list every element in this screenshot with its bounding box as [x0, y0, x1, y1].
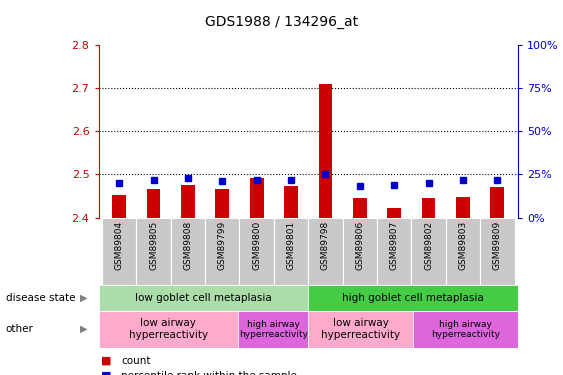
Bar: [102, 217, 136, 285]
Text: ▶: ▶: [80, 293, 87, 303]
Bar: [171, 217, 205, 285]
Text: GDS1988 / 134296_at: GDS1988 / 134296_at: [205, 15, 358, 29]
Text: low airway
hyperreactivity: low airway hyperreactivity: [321, 318, 400, 340]
Text: GSM89798: GSM89798: [321, 221, 330, 270]
Text: high airway
hyperreactivity: high airway hyperreactivity: [239, 320, 308, 339]
Bar: [250, 178, 263, 218]
Text: count: count: [121, 356, 150, 366]
Text: ■: ■: [101, 371, 112, 375]
Bar: [99, 310, 238, 348]
Bar: [274, 217, 309, 285]
Bar: [343, 217, 377, 285]
Bar: [239, 217, 274, 285]
Bar: [387, 208, 401, 218]
Bar: [422, 198, 435, 217]
Text: GSM89807: GSM89807: [390, 221, 399, 270]
Bar: [238, 310, 309, 348]
Bar: [99, 285, 309, 310]
Text: low goblet cell metaplasia: low goblet cell metaplasia: [135, 293, 272, 303]
Text: GSM89799: GSM89799: [218, 221, 227, 270]
Bar: [205, 217, 239, 285]
Bar: [353, 198, 367, 217]
Text: ▶: ▶: [80, 324, 87, 334]
Bar: [284, 186, 298, 218]
Bar: [112, 195, 126, 217]
Text: GSM89800: GSM89800: [252, 221, 261, 270]
Text: percentile rank within the sample: percentile rank within the sample: [121, 371, 297, 375]
Bar: [181, 185, 195, 218]
Bar: [446, 217, 480, 285]
Text: GSM89806: GSM89806: [355, 221, 364, 270]
Text: disease state: disease state: [6, 293, 75, 303]
Bar: [490, 187, 504, 218]
Bar: [319, 84, 332, 218]
Text: GSM89805: GSM89805: [149, 221, 158, 270]
Text: high goblet cell metaplasia: high goblet cell metaplasia: [342, 293, 484, 303]
Bar: [309, 217, 343, 285]
Bar: [216, 189, 229, 217]
Text: GSM89804: GSM89804: [115, 221, 124, 270]
Text: GSM89809: GSM89809: [493, 221, 502, 270]
Text: GSM89803: GSM89803: [458, 221, 467, 270]
Text: other: other: [6, 324, 34, 334]
Bar: [146, 189, 160, 218]
Text: ■: ■: [101, 356, 112, 366]
Bar: [377, 217, 412, 285]
Bar: [456, 197, 470, 217]
Bar: [309, 310, 413, 348]
Bar: [413, 310, 518, 348]
Bar: [412, 217, 446, 285]
Bar: [309, 285, 518, 310]
Text: GSM89801: GSM89801: [287, 221, 296, 270]
Text: GSM89802: GSM89802: [424, 221, 433, 270]
Bar: [480, 217, 515, 285]
Text: low airway
hyperreactivity: low airway hyperreactivity: [129, 318, 208, 340]
Text: high airway
hyperreactivity: high airway hyperreactivity: [431, 320, 500, 339]
Bar: [136, 217, 171, 285]
Text: GSM89808: GSM89808: [184, 221, 193, 270]
